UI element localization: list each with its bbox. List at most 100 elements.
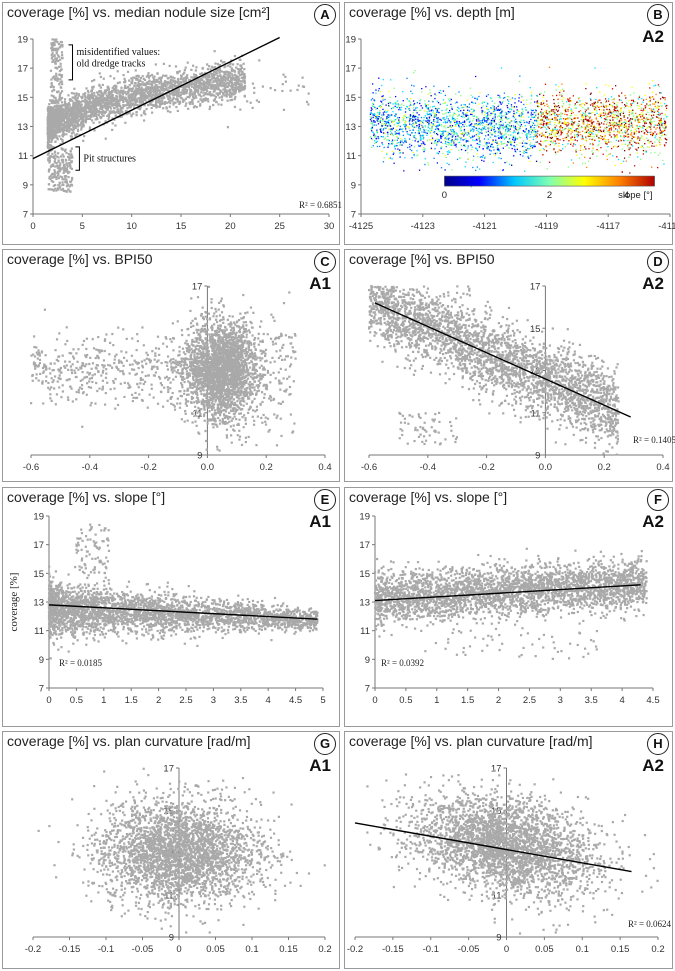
point-b-1692 [376,132,379,134]
point-a-230 [206,86,209,89]
point-a-1550 [169,92,172,95]
point-b-1651 [501,126,503,128]
point-b-69 [650,125,653,128]
point-a-1037 [112,110,115,113]
point-a-1301 [243,85,247,88]
point-b-30 [623,107,626,109]
point-b-811 [662,126,664,128]
point-b-721 [607,125,610,127]
point-a-2333 [176,72,179,75]
point-a-858 [74,133,77,136]
point-b-487 [411,149,413,152]
point-b-1553 [511,97,514,99]
point-a-1942 [107,118,110,121]
point-b-1573 [587,129,590,131]
point-b-1846 [576,140,578,142]
point-b-1771 [642,149,645,152]
point-a-1392 [109,100,113,103]
panel-b: -4125-4123-4121-4119-4117-41157911131517… [344,2,675,245]
point-a-1237 [62,123,65,126]
point-a-1077 [148,79,151,82]
point-a-2253 [46,120,49,123]
point-a-641 [164,80,167,83]
point-b-1892 [525,109,528,111]
point-a-859 [72,114,75,117]
point-a-2197 [215,100,218,104]
point-b-875 [381,142,383,144]
point-a-569 [165,87,168,90]
point-a-2934 [63,165,66,168]
point-b-851 [451,132,454,134]
point-a-1297 [218,71,221,74]
point-a-2334 [68,126,71,129]
point-b-271 [406,133,409,135]
point-a-2773 [50,125,54,128]
point-b-1578 [571,122,573,124]
point-a-2227 [100,93,103,96]
point-a-2497 [167,89,170,92]
point-a-48 [116,81,119,85]
point-b-1052 [402,91,404,93]
point-a-2516 [238,83,242,86]
point-a-1482 [212,84,215,87]
point-a-1964 [193,96,196,99]
point-b-1426 [581,116,583,118]
point-a-2933 [47,159,50,162]
point-a-1785 [68,118,71,121]
point-b-780 [406,131,408,133]
point-b-770 [408,127,410,129]
point-b-565 [641,145,644,148]
point-b-898 [507,121,510,123]
point-a-2945 [69,164,72,168]
point-a-2425 [99,99,103,103]
point-b-1398 [557,114,559,117]
point-a-1685 [201,66,204,70]
point-a-2531 [157,93,160,96]
point-a-2470 [222,93,225,96]
point-a-303 [177,87,180,90]
point-a-2067 [162,89,165,92]
point-b-843 [517,110,519,112]
point-a-2919 [69,156,72,160]
point-a-2158 [155,97,158,100]
point-a-1681 [169,97,172,100]
point-a-1573 [49,129,52,132]
point-a-308 [121,110,124,114]
point-a-1672 [195,79,199,83]
point-a-849 [60,128,63,131]
point-a-2413 [123,86,126,90]
point-a-1117 [79,103,82,106]
point-b-1772 [376,114,378,116]
point-b-1530 [611,88,614,90]
point-b-1855 [630,121,632,123]
point-b-443 [430,142,433,144]
point-a-1938 [133,93,136,96]
point-b-450 [490,97,493,100]
point-b-1632 [424,115,427,117]
point-a-2882 [54,165,57,168]
point-b-441 [524,106,527,109]
point-b-708 [406,98,408,100]
point-a-150 [193,105,196,108]
point-b-119 [519,121,521,123]
point-a-848 [183,99,186,102]
point-a-321 [109,107,113,110]
point-a-1799 [80,109,84,112]
point-b-1599 [481,128,484,131]
point-b-533 [433,142,436,144]
point-a-1454 [191,98,194,101]
point-b-1785 [647,126,649,128]
point-b-1744 [587,124,589,126]
point-a-2037 [66,109,69,112]
point-a-782 [135,74,138,78]
point-a-1533 [225,73,228,76]
point-a-2230 [133,100,137,103]
point-b-722 [436,109,438,111]
point-a-1796 [135,87,138,90]
point-b-147 [413,153,415,156]
point-a-1148 [177,70,180,74]
point-b-1736 [566,125,568,127]
point-b-1446 [372,121,374,123]
point-b-191 [612,126,615,129]
point-b-634 [443,139,446,141]
